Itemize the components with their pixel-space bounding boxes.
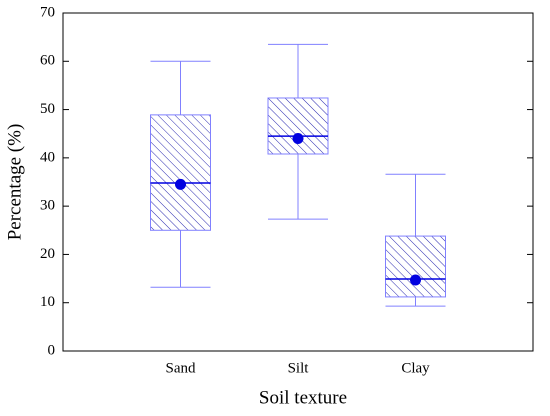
- y-axis-label: Percentage (%): [4, 124, 25, 241]
- y-tick-label: 10: [40, 294, 55, 310]
- y-tick-label: 60: [40, 53, 55, 69]
- box: [150, 114, 211, 231]
- y-tick-label: 20: [40, 246, 55, 262]
- mean-marker: [175, 178, 186, 190]
- y-tick-label: 30: [40, 198, 55, 214]
- y-tick-label: 70: [40, 4, 55, 20]
- mean-marker: [410, 274, 421, 286]
- x-tick-label: Clay: [401, 360, 430, 376]
- y-tick-label: 40: [40, 149, 55, 165]
- y-tick-label: 50: [40, 101, 55, 117]
- y-tick-label: 0: [48, 342, 56, 358]
- mean-marker: [292, 133, 304, 145]
- box: [385, 235, 446, 298]
- x-axis-label: Soil texture: [259, 387, 347, 408]
- x-tick-label: Sand: [166, 360, 197, 376]
- plot-frame: [62, 12, 534, 352]
- x-tick-label: Silt: [288, 360, 310, 376]
- box: [267, 97, 329, 155]
